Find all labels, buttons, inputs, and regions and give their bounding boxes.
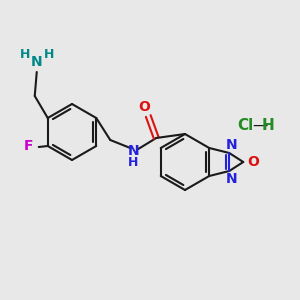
Text: O: O: [138, 100, 150, 114]
Text: Cl: Cl: [237, 118, 253, 133]
Text: N: N: [225, 138, 237, 152]
Text: H: H: [20, 47, 30, 61]
Text: H: H: [262, 118, 275, 133]
Text: H: H: [128, 155, 138, 169]
Text: N: N: [31, 55, 43, 69]
Text: —: —: [252, 118, 267, 133]
Text: N: N: [225, 172, 237, 186]
Text: F: F: [24, 139, 34, 153]
Text: H: H: [44, 47, 54, 61]
Text: N: N: [128, 144, 139, 158]
Text: O: O: [247, 155, 259, 169]
